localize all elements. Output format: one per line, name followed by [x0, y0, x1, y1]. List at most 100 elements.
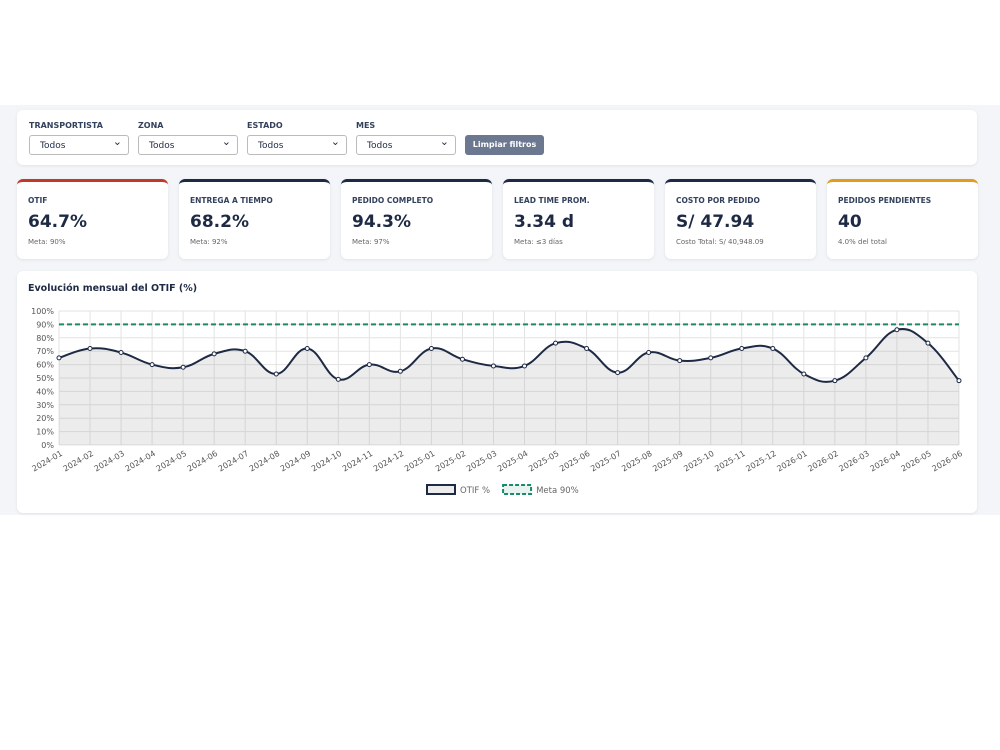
kpi-value: 94.3% — [352, 212, 411, 232]
filter-label: ZONA — [138, 121, 164, 130]
filter-bar: Limpiar filtros TRANSPORTISTA Todos ZONA To… — [17, 110, 977, 165]
kpi-label: ENTREGA A TIEMPO — [190, 196, 273, 205]
y-tick-label: 80% — [36, 334, 54, 343]
kpi-note: Meta: 92% — [190, 238, 228, 246]
kpi-card: OTIF 64.7% Meta: 90% — [17, 179, 168, 259]
legend-swatch — [502, 484, 533, 495]
x-tick-label: 2026-06 — [931, 449, 964, 474]
x-tick-label: 2024-05 — [155, 449, 188, 474]
point — [242, 348, 248, 354]
filter-label: MES — [356, 121, 376, 130]
x-tick-label: 2026-04 — [868, 449, 901, 474]
kpi-label: LEAD TIME PROM. — [514, 196, 590, 205]
point — [522, 363, 528, 369]
point — [894, 327, 900, 333]
y-tick-label: 30% — [36, 401, 54, 410]
point — [304, 346, 310, 352]
filter-select[interactable]: Todos — [29, 132, 129, 155]
point — [87, 346, 93, 352]
y-tick-label: 0% — [41, 441, 54, 450]
y-tick-label: 90% — [36, 320, 54, 329]
point — [366, 362, 372, 368]
y-tick-label: 20% — [36, 414, 54, 423]
point — [149, 362, 155, 368]
x-tick-label: 2024-02 — [62, 449, 95, 474]
point — [646, 350, 652, 356]
kpi-label: PEDIDO COMPLETO — [352, 196, 434, 205]
kpi-note: Meta: ≤3 días — [514, 238, 563, 246]
point — [397, 368, 403, 374]
line — [58, 328, 960, 383]
kpi-note: Costo Total: S/ 40,948.09 — [676, 238, 764, 246]
filter-select[interactable]: Todos — [356, 132, 456, 155]
y-tick-label: 70% — [36, 347, 54, 356]
point — [615, 370, 621, 376]
point — [832, 378, 838, 384]
legend-label: OTIF % — [460, 486, 490, 496]
x-tick-label: 2025-10 — [682, 449, 715, 474]
y-tick-label: 10% — [36, 428, 54, 437]
x-tick-label: 2026-05 — [900, 449, 933, 474]
filter: TRANSPORTISTA Todos — [29, 121, 129, 155]
x-tick-label: 2024-12 — [372, 449, 405, 474]
x-tick-label: 2024-06 — [186, 449, 219, 474]
x-tick-label: 2025-11 — [713, 449, 746, 474]
kpi-note: Meta: 97% — [352, 238, 390, 246]
kpi-value: 68.2% — [190, 212, 249, 232]
chart-card: Evolución mensual del OTIF (%) 0% 10% 20% 3… — [17, 271, 977, 513]
point — [180, 364, 186, 370]
x-tick-label: 2024-07 — [217, 449, 250, 474]
kpi-card: PEDIDOS PENDIENTES 40 4.0% del total — [827, 179, 978, 259]
point — [708, 355, 714, 361]
kpi-label: COSTO POR PEDIDO — [676, 196, 760, 205]
point — [863, 355, 869, 361]
point — [459, 356, 465, 362]
kpi-card: ENTREGA A TIEMPO 68.2% Meta: 92% — [179, 179, 330, 259]
legend-swatch — [426, 484, 456, 495]
kpi-value: 64.7% — [28, 212, 87, 232]
area-fill — [59, 329, 959, 445]
x-tick-label: 2025-02 — [434, 449, 467, 474]
point — [490, 363, 496, 369]
kpi-value: 3.34 d — [514, 212, 575, 232]
filter-select[interactable]: Todos — [138, 132, 238, 155]
point — [118, 350, 124, 356]
filter: ESTADO Todos — [247, 121, 347, 155]
x-tick-label: 2025-07 — [589, 449, 622, 474]
y-tick-label: 50% — [36, 374, 54, 383]
x-tick-label: 2025-06 — [558, 449, 591, 474]
filter-select[interactable]: Todos — [247, 132, 347, 155]
x-tick-label: 2024-08 — [248, 449, 281, 474]
dashboard: Limpiar filtros TRANSPORTISTA Todos ZONA To… — [0, 105, 1000, 515]
x-tick-label: 2024-01 — [31, 449, 64, 474]
kpi-value: 40 — [838, 212, 862, 232]
point — [335, 376, 341, 382]
filter-label: ESTADO — [247, 121, 283, 130]
filter: MES Todos — [356, 121, 456, 155]
point — [739, 346, 745, 352]
x-tick-label: 2025-05 — [527, 449, 560, 474]
x-tick-label: 2026-03 — [837, 449, 870, 474]
x-tick-label: 2025-04 — [496, 449, 529, 474]
point — [584, 346, 590, 352]
point — [428, 346, 434, 352]
filter-label: TRANSPORTISTA — [29, 121, 103, 130]
point — [677, 358, 683, 364]
kpi-value: S/ 47.94 — [676, 212, 755, 232]
point — [770, 346, 776, 352]
kpi-label: PEDIDOS PENDIENTES — [838, 196, 932, 205]
y-tick-label: 100% — [31, 307, 54, 316]
point — [211, 351, 217, 357]
point — [56, 355, 62, 361]
clear-button[interactable]: Limpiar filtros — [465, 135, 544, 155]
chart: Evolución mensual del OTIF (%) 0% 10% 20% 3… — [28, 283, 964, 496]
x-tick-label: 2024-04 — [124, 449, 157, 474]
x-tick-label: 2024-03 — [93, 449, 126, 474]
x-tick-label: 2025-01 — [403, 449, 436, 474]
y-tick-label: 60% — [36, 361, 54, 370]
x-tick-label: 2025-03 — [465, 449, 498, 474]
x-tick-label: 2025-09 — [651, 449, 684, 474]
kpi-label: OTIF — [28, 196, 48, 205]
x-tick-label: 2025-08 — [620, 449, 653, 474]
